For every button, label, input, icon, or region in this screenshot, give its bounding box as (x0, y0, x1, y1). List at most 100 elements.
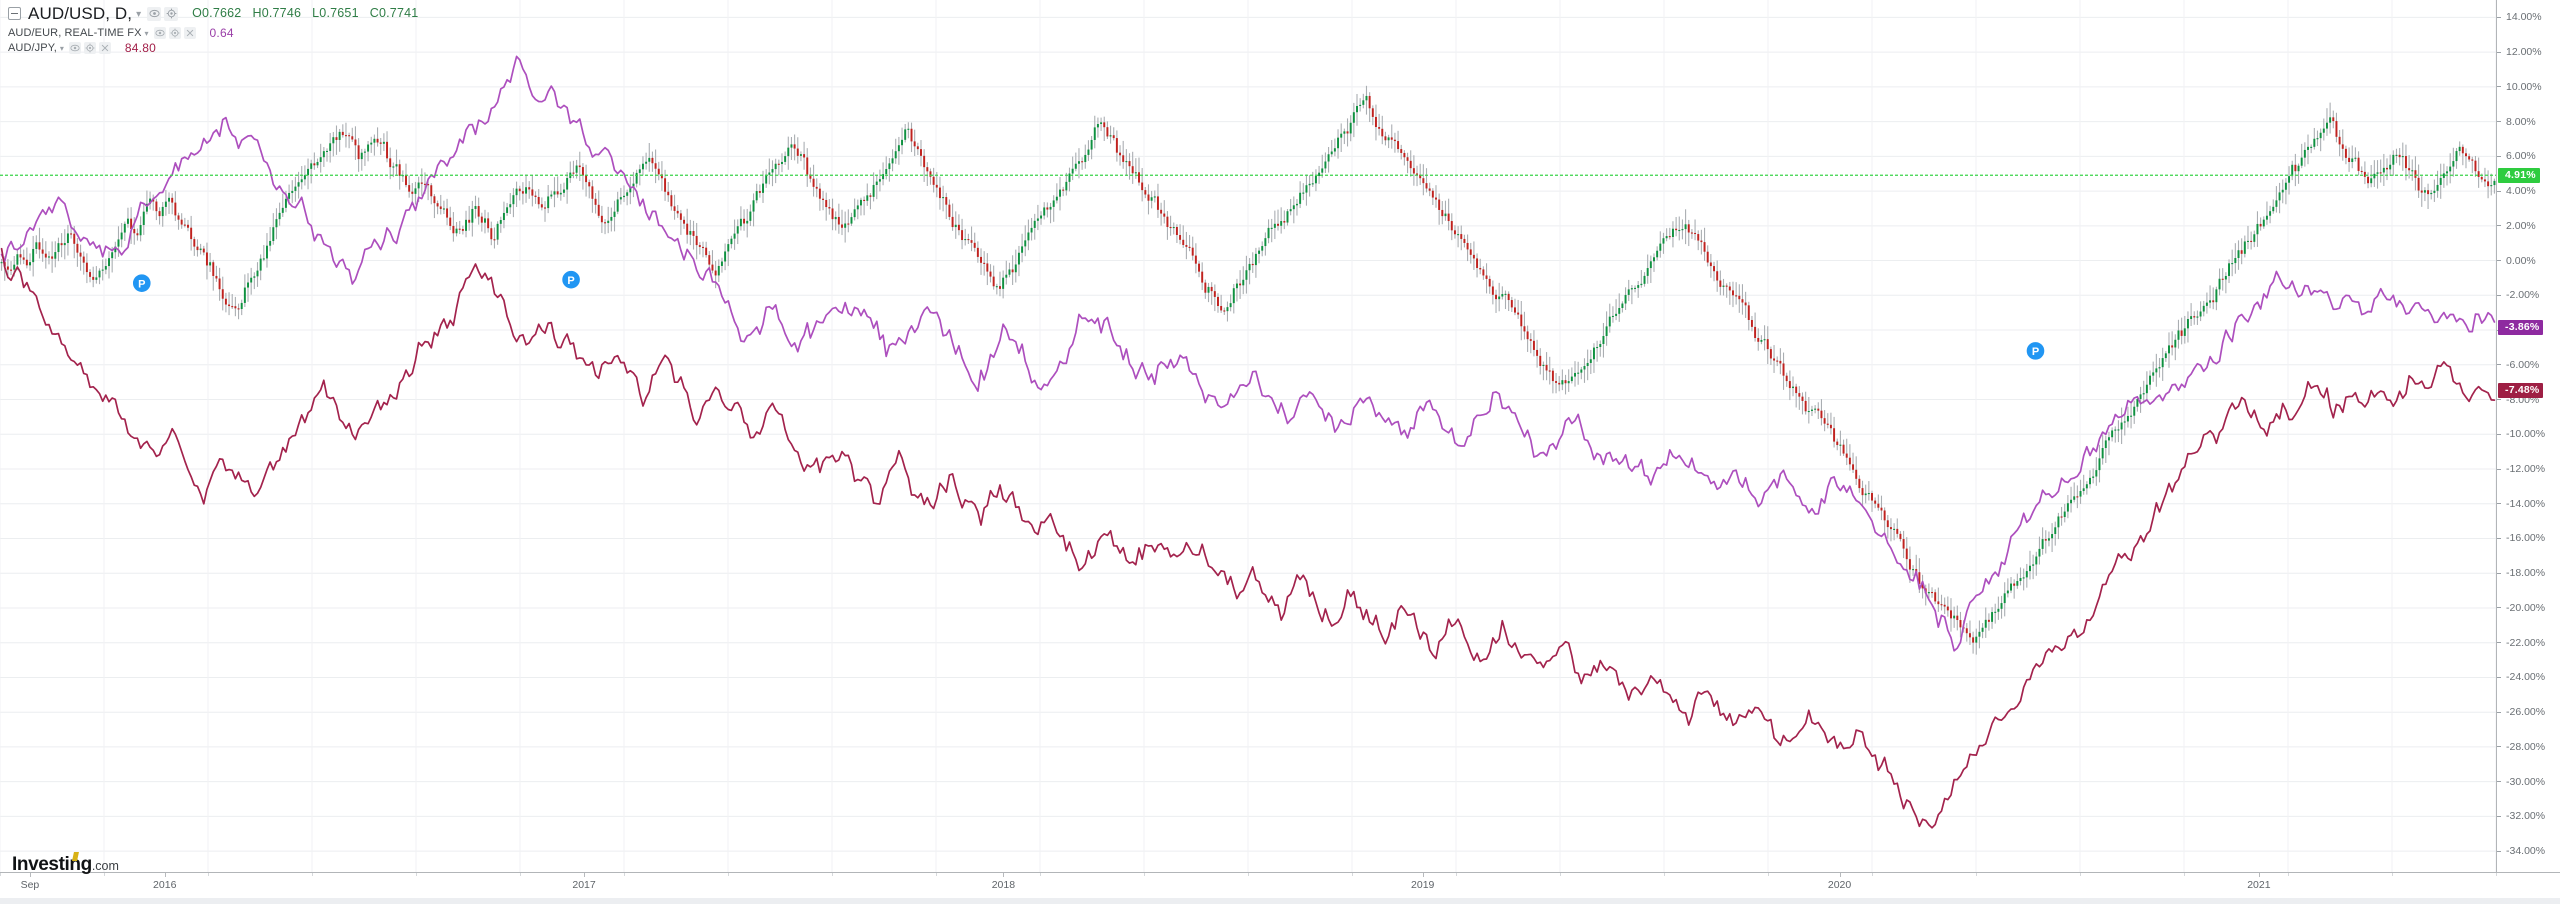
time-minor-mark (208, 873, 209, 876)
marker-label: P (2032, 346, 2039, 358)
time-axis[interactable]: Sep 2016 2017 2018 2019 2020 2021 (0, 872, 2560, 904)
series-aud-eur-line (0, 55, 2496, 652)
price-tick: 14.00% (2497, 10, 2542, 24)
chart-canvas: P P P (0, 0, 2496, 872)
primary-controls (147, 6, 179, 21)
price-tick: 4.00% (2497, 184, 2536, 198)
price-tick: 12.00% (2497, 45, 2542, 59)
time-tick-mark (1839, 873, 1841, 877)
series-value-aud-jpy: 84.80 (124, 41, 156, 55)
legend-row-aud-jpy[interactable]: AUD/JPY, ▾ (8, 42, 429, 54)
price-tick: 8.00% (2497, 115, 2536, 129)
time-minor-mark (2288, 873, 2289, 876)
series-aud-usd-candles (0, 85, 2496, 655)
eye-icon[interactable] (153, 27, 166, 39)
time-minor-mark (520, 873, 521, 876)
price-axis[interactable]: 14.00% 12.00% 10.00% 8.00% 6.00% 4.00% 2.00% 0.… (2496, 0, 2560, 872)
series-symbol-label-aud-eur[interactable]: AUD/EUR, REAL-TIME FX (8, 26, 142, 39)
price-tick: -18.00% (2497, 566, 2545, 580)
ohlc-c: C0.7741 (369, 6, 419, 21)
price-tick: -34.00% (2497, 844, 2545, 858)
chevron-down-icon[interactable]: ▾ (144, 29, 149, 38)
legend-row-primary[interactable]: AUD/USD, D, ▾ (8, 5, 429, 22)
time-minor-mark (936, 873, 937, 876)
close-icon[interactable] (98, 42, 111, 54)
gear-icon[interactable] (164, 6, 179, 21)
time-minor-mark (728, 873, 729, 876)
logo-suffix: .com (91, 859, 119, 873)
chart-legend: AUD/USD, D, ▾ (0, 0, 429, 57)
price-tick: 0.00% (2497, 254, 2536, 268)
price-tick: -12.00% (2497, 462, 2545, 476)
eye-icon[interactable] (68, 42, 81, 54)
investing-com-logo: Investing.com (12, 852, 119, 875)
price-tick: 6.00% (2497, 149, 2536, 163)
price-badge-aud-jpy: -7.48% (2498, 382, 2544, 398)
price-tick: -2.00% (2497, 288, 2539, 302)
price-tick: -10.00% (2497, 427, 2545, 441)
price-badge-aud-usd: 4.91% (2498, 167, 2540, 183)
marker-label: P (567, 275, 574, 287)
collapse-icon[interactable] (8, 7, 21, 20)
ohlc-h: H0.7746 (252, 6, 302, 21)
time-minor-mark (1040, 873, 1041, 876)
time-tick-mark (2258, 873, 2260, 877)
time-minor-mark (1664, 873, 1665, 876)
chart-markers[interactable]: P P P (131, 269, 2046, 362)
time-tick-label: 2016 (153, 879, 177, 891)
time-minor-mark (2392, 873, 2393, 876)
chevron-down-icon[interactable]: ▾ (136, 8, 142, 20)
price-tick: -32.00% (2497, 809, 2545, 823)
price-tick: -30.00% (2497, 775, 2545, 789)
time-minor-mark (1144, 873, 1145, 876)
time-minor-mark (2184, 873, 2185, 876)
series-symbol-label-aud-jpy[interactable]: AUD/JPY, (8, 41, 57, 54)
time-minor-mark (416, 873, 417, 876)
time-tick-mark (1003, 873, 1005, 877)
time-tick-label: 2017 (572, 879, 596, 891)
logo-brand: Investing (12, 854, 92, 875)
time-minor-mark (2080, 873, 2081, 876)
time-tick-mark (29, 873, 31, 877)
series-value-aud-eur: 0.64 (209, 26, 234, 40)
price-tick: -16.00% (2497, 531, 2545, 545)
time-minor-mark (1560, 873, 1561, 876)
time-minor-mark (2496, 873, 2497, 876)
time-tick-label: 2019 (1411, 879, 1435, 891)
time-tick-label: 2018 (991, 879, 1016, 891)
price-tick: 2.00% (2497, 219, 2536, 233)
price-tick: -14.00% (2497, 497, 2545, 511)
price-tick: -6.00% (2497, 358, 2539, 372)
chart-plot-area[interactable]: P P P (0, 0, 2496, 872)
time-minor-mark (1768, 873, 1769, 876)
time-tick-mark (164, 873, 166, 877)
series-aud-jpy-line (0, 247, 2496, 829)
time-minor-mark (1872, 873, 1873, 876)
price-tick: -24.00% (2497, 670, 2545, 684)
marker-p-3[interactable]: P (2025, 340, 2046, 362)
time-minor-mark (104, 873, 105, 876)
price-badge-aud-eur: -3.86% (2498, 320, 2544, 336)
ohlc-o: O0.7662 (192, 6, 242, 21)
primary-ohlc: O0.7662 H0.7746 L0.7651 C0.7741 (192, 7, 429, 20)
time-minor-mark (1352, 873, 1353, 876)
price-tick: -26.00% (2497, 705, 2545, 719)
gear-icon[interactable] (83, 42, 96, 54)
primary-symbol-label[interactable]: AUD/USD, D, (28, 4, 133, 23)
close-icon[interactable] (183, 27, 196, 39)
marker-label: P (138, 278, 145, 290)
gear-icon[interactable] (168, 27, 181, 39)
price-tick: -20.00% (2497, 601, 2545, 615)
legend-row-aud-eur[interactable]: AUD/EUR, REAL-TIME FX ▾ (8, 27, 429, 39)
time-minor-mark (1248, 873, 1249, 876)
time-minor-mark (832, 873, 833, 876)
chevron-down-icon[interactable]: ▾ (59, 44, 64, 53)
time-minor-mark (312, 873, 313, 876)
marker-p-1[interactable]: P (131, 272, 152, 294)
price-tick: -28.00% (2497, 740, 2545, 754)
time-tick-mark (584, 873, 586, 877)
time-tick-label: 2020 (1827, 879, 1852, 891)
marker-p-2[interactable]: P (560, 269, 582, 290)
eye-icon[interactable] (147, 6, 162, 21)
